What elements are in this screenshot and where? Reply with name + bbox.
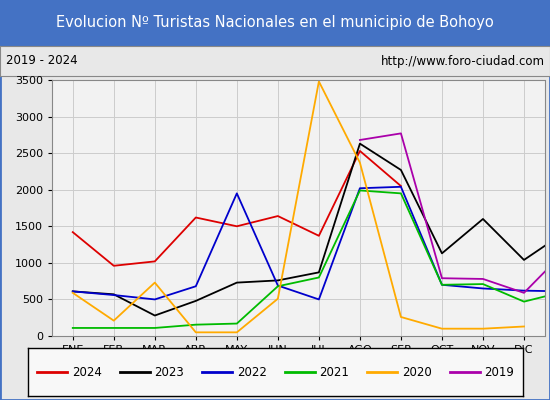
Text: 2019: 2019 [485,366,514,378]
Text: http://www.foro-ciudad.com: http://www.foro-ciudad.com [381,54,544,68]
Text: 2024: 2024 [72,366,102,378]
Text: 2023: 2023 [155,366,184,378]
Text: 2021: 2021 [320,366,349,378]
Text: 2019 - 2024: 2019 - 2024 [6,54,77,68]
Text: 2022: 2022 [237,366,267,378]
Text: 2020: 2020 [402,366,432,378]
Text: Evolucion Nº Turistas Nacionales en el municipio de Bohoyo: Evolucion Nº Turistas Nacionales en el m… [56,16,494,30]
